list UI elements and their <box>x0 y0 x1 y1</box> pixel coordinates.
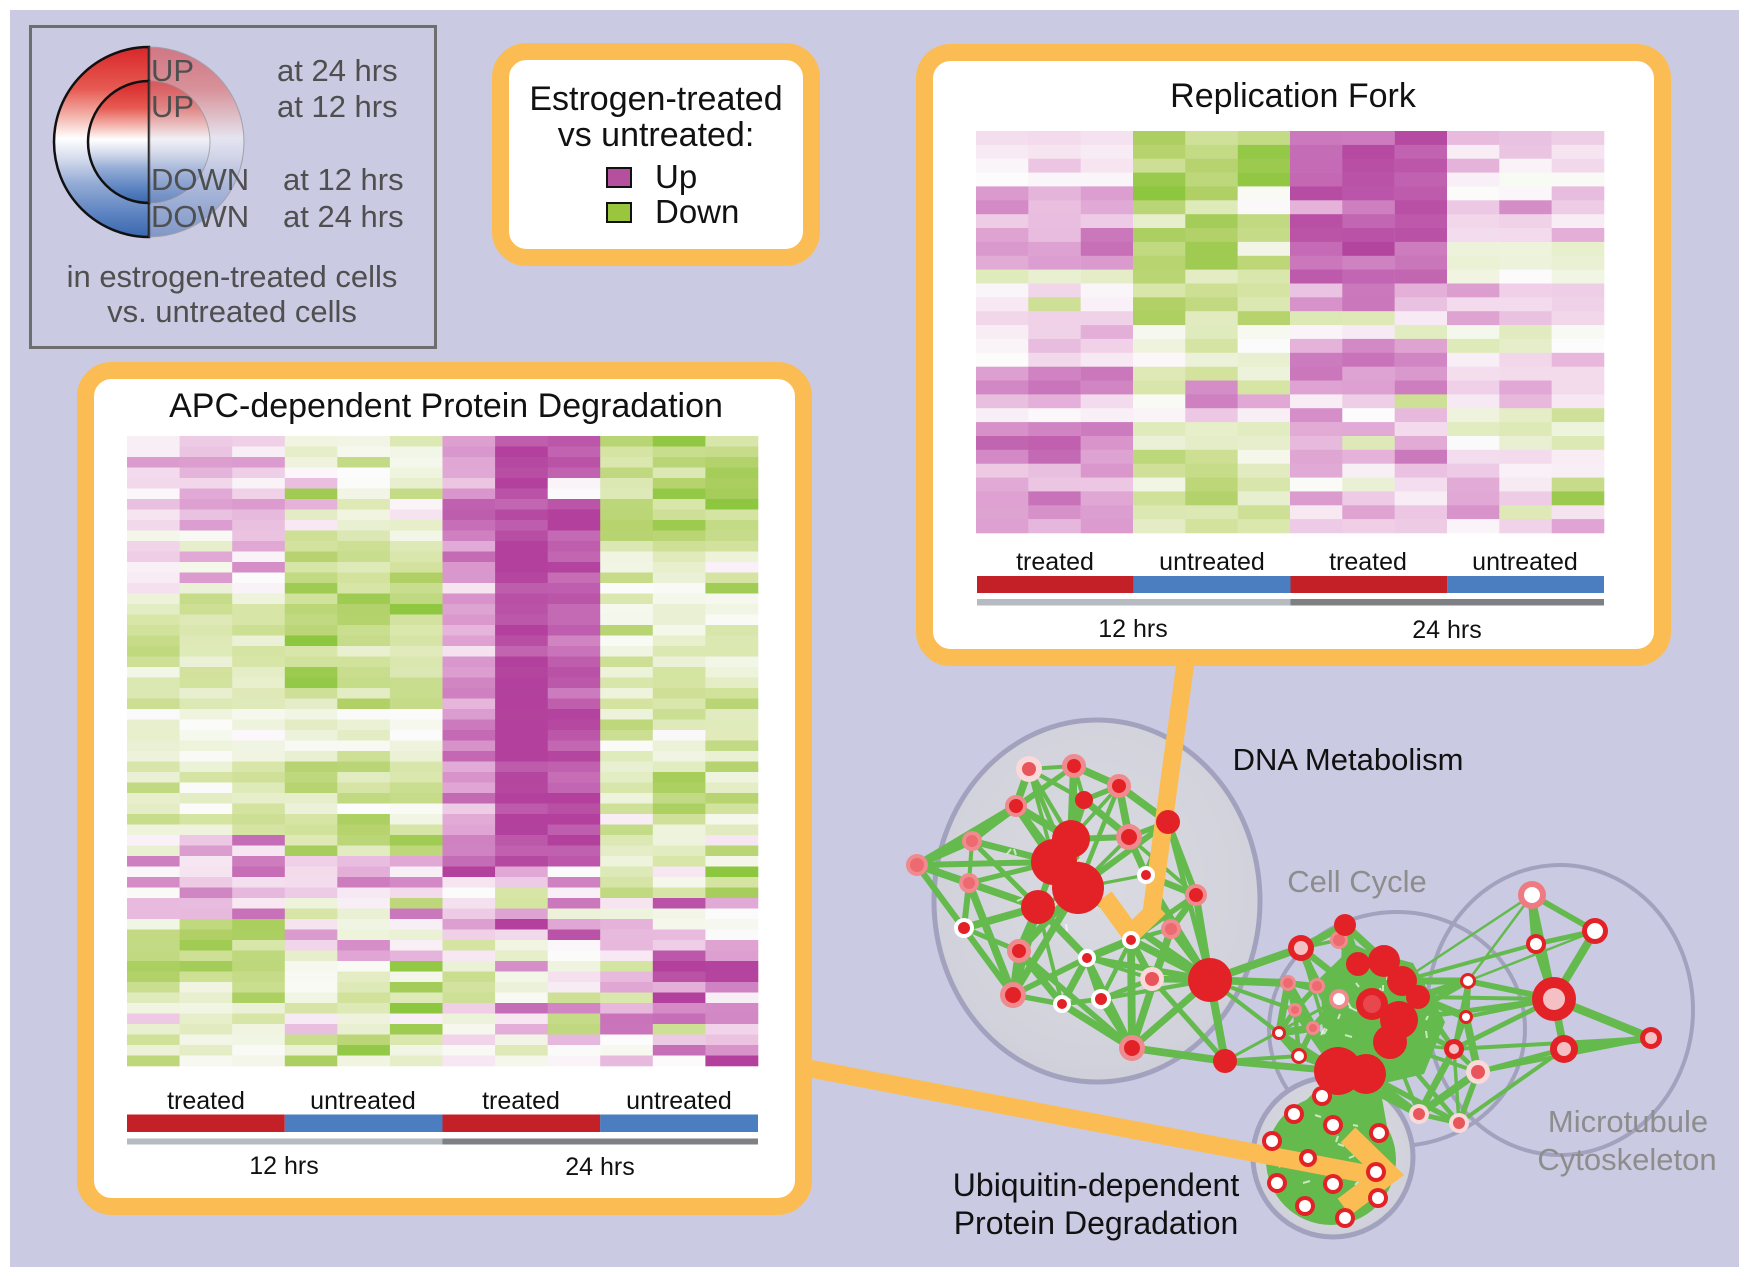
svg-text:Estrogen-treated: Estrogen-treated <box>529 80 782 118</box>
svg-text:vs. untreated cells: vs. untreated cells <box>107 294 357 329</box>
svg-text:untreated: untreated <box>1472 548 1578 576</box>
svg-text:Replication Fork: Replication Fork <box>1170 77 1417 115</box>
svg-text:untreated: untreated <box>1159 548 1265 576</box>
svg-text:24 hrs: 24 hrs <box>565 1153 634 1181</box>
svg-text:DOWN: DOWN <box>151 199 249 234</box>
svg-text:Microtubule: Microtubule <box>1548 1104 1708 1139</box>
svg-text:UP: UP <box>151 89 194 124</box>
svg-text:Protein Degradation: Protein Degradation <box>954 1205 1239 1241</box>
svg-text:Ubiquitin-dependent: Ubiquitin-dependent <box>953 1167 1240 1203</box>
svg-text:at 12 hrs: at 12 hrs <box>277 89 398 124</box>
svg-text:treated: treated <box>482 1087 560 1115</box>
svg-text:untreated: untreated <box>310 1087 416 1115</box>
svg-text:at 24 hrs: at 24 hrs <box>283 199 404 234</box>
svg-text:at 24 hrs: at 24 hrs <box>277 53 398 88</box>
svg-text:treated: treated <box>1016 548 1094 576</box>
svg-text:APC-dependent Protein Degradat: APC-dependent Protein Degradation <box>169 387 723 425</box>
svg-text:Up: Up <box>655 158 697 195</box>
svg-text:24 hrs: 24 hrs <box>1412 616 1481 644</box>
svg-text:in estrogen-treated cells: in estrogen-treated cells <box>67 259 398 294</box>
svg-text:treated: treated <box>1329 548 1407 576</box>
svg-text:DNA Metabolism: DNA Metabolism <box>1233 742 1464 777</box>
svg-text:Cell Cycle: Cell Cycle <box>1287 864 1427 899</box>
svg-text:12 hrs: 12 hrs <box>1098 615 1167 643</box>
svg-text:vs untreated:: vs untreated: <box>558 116 755 154</box>
svg-text:Cytoskeleton: Cytoskeleton <box>1537 1142 1716 1177</box>
svg-text:UP: UP <box>151 53 194 88</box>
svg-text:12 hrs: 12 hrs <box>249 1152 318 1180</box>
svg-text:Down: Down <box>655 193 739 230</box>
svg-text:treated: treated <box>167 1087 245 1115</box>
svg-text:untreated: untreated <box>626 1087 732 1115</box>
svg-text:DOWN: DOWN <box>151 162 249 197</box>
svg-text:at 12 hrs: at 12 hrs <box>283 162 404 197</box>
